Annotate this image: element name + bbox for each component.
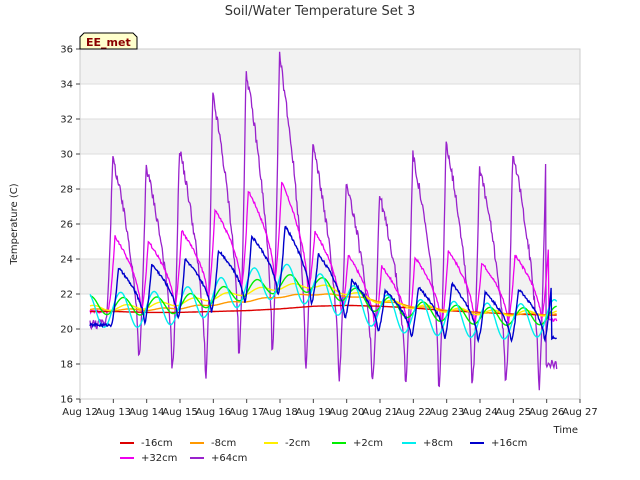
y-tick-label: 22: [60, 290, 73, 301]
x-tick-label: Aug 22: [396, 407, 431, 418]
x-tick-label: Aug 19: [296, 407, 331, 418]
y-tick-label: 34: [60, 80, 73, 91]
series-line-2cm: [89, 283, 557, 317]
series-line-64cm: [89, 51, 558, 391]
series-line-8cm: [89, 263, 558, 340]
y-axis: 16 18 20 22 24 26 28 30 32 34 36: [60, 45, 80, 406]
y-axis-title: Temperature (C): [9, 183, 20, 265]
plot-band: [80, 119, 580, 154]
legend-label: -2cm: [285, 438, 310, 449]
legend-label: +64cm: [211, 453, 247, 464]
plot-band: [80, 49, 580, 84]
legend: -16cm -8cm -2cm +2cm +8cm +16cm +32cm +64cm: [120, 438, 527, 464]
site-badge-label: EE_met: [86, 36, 131, 49]
y-tick-label: 32: [60, 115, 73, 126]
legend-label: -8cm: [211, 438, 236, 449]
y-tick-label: 30: [60, 150, 73, 161]
y-tick-label: 16: [60, 395, 73, 406]
x-tick-label: Aug 20: [329, 407, 364, 418]
plot-band: [80, 259, 580, 294]
series-line-32cm: [89, 181, 558, 330]
series-line-8cm: [89, 293, 557, 316]
x-tick-label: Aug 14: [129, 407, 164, 418]
y-tick-label: 18: [60, 360, 73, 371]
x-tick-label: Aug 25: [496, 407, 531, 418]
series-layer: [89, 51, 558, 391]
x-axis-title: Time: [553, 425, 578, 436]
x-tick-label: Aug 15: [162, 407, 197, 418]
y-tick-label: 20: [60, 325, 73, 336]
legend-label: +8cm: [423, 438, 453, 449]
x-tick-label: Aug 21: [362, 407, 397, 418]
x-tick-label: Aug 18: [262, 407, 297, 418]
x-tick-label: Aug 27: [562, 407, 597, 418]
y-tick-label: 24: [60, 255, 73, 266]
legend-label: +2cm: [353, 438, 383, 449]
y-tick-label: 26: [60, 220, 73, 231]
legend-label: -16cm: [141, 438, 173, 449]
y-tick-label: 36: [60, 45, 73, 56]
x-tick-label: Aug 24: [462, 407, 497, 418]
series-line-16cm: [89, 225, 557, 344]
legend-label: +16cm: [491, 438, 527, 449]
site-badge-box: [79, 32, 138, 50]
x-tick-label: Aug 23: [429, 407, 464, 418]
site-badge: EE_met: [79, 32, 138, 50]
plot-band: [80, 329, 580, 364]
plot-band: [80, 189, 580, 224]
series-line-16cm: [90, 304, 557, 316]
x-tick-label: Aug 26: [529, 407, 564, 418]
x-tick-label: Aug 13: [96, 407, 131, 418]
legend-label: +32cm: [141, 453, 177, 464]
chart-title: Soil/Water Temperature Set 3: [225, 4, 416, 19]
y-tick-label: 28: [60, 185, 73, 196]
x-tick-label: Aug 16: [196, 407, 231, 418]
x-tick-label: Aug 17: [229, 407, 264, 418]
x-tick-label: Aug 12: [62, 407, 97, 418]
